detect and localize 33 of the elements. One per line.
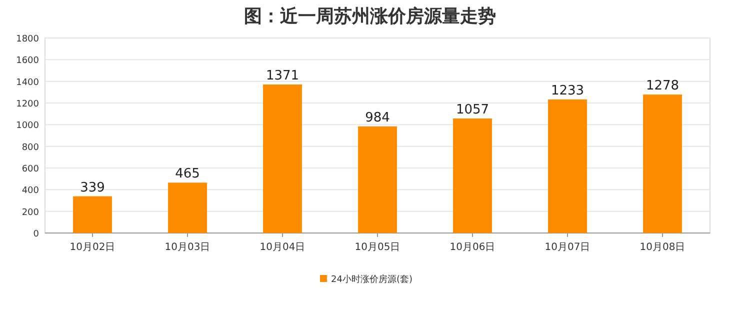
y-tick-label: 1000 bbox=[16, 121, 40, 132]
y-tick-label: 1400 bbox=[16, 78, 40, 88]
data-label: 1233 bbox=[550, 83, 584, 98]
bar bbox=[453, 118, 492, 233]
x-tick-label: 10月06日 bbox=[450, 242, 496, 253]
x-tick-label: 10月03日 bbox=[164, 242, 210, 253]
y-tick-label: 800 bbox=[22, 142, 40, 153]
y-tick-label: 200 bbox=[22, 208, 40, 218]
bar bbox=[548, 99, 587, 233]
x-tick-label: 10月05日 bbox=[354, 242, 400, 253]
y-tick-label: 600 bbox=[22, 164, 40, 174]
x-tick-label: 10月04日 bbox=[260, 242, 306, 253]
data-label: 1278 bbox=[646, 78, 680, 94]
legend-label: 24小时涨价房源(套) bbox=[331, 274, 412, 285]
y-tick-label: 1200 bbox=[16, 100, 40, 110]
x-tick-label: 10月02日 bbox=[70, 242, 116, 253]
data-label: 465 bbox=[175, 166, 200, 182]
bar bbox=[168, 182, 207, 233]
x-tick-label: 10月07日 bbox=[544, 242, 590, 253]
x-tick-label: 10月08日 bbox=[640, 242, 686, 253]
chart-title: 图：近一周苏州涨价房源量走势 bbox=[244, 6, 496, 27]
y-tick-label: 1600 bbox=[16, 56, 40, 66]
y-tick-label: 400 bbox=[22, 186, 40, 196]
bar bbox=[263, 84, 302, 233]
bar bbox=[643, 94, 682, 233]
data-label: 339 bbox=[80, 180, 105, 196]
y-tick-label: 1800 bbox=[16, 34, 40, 44]
data-label: 984 bbox=[365, 110, 390, 126]
bar bbox=[73, 196, 112, 233]
bar bbox=[358, 126, 397, 233]
y-tick-label: 0 bbox=[33, 230, 40, 240]
data-label: 1371 bbox=[266, 68, 300, 84]
data-label: 1057 bbox=[456, 102, 490, 118]
